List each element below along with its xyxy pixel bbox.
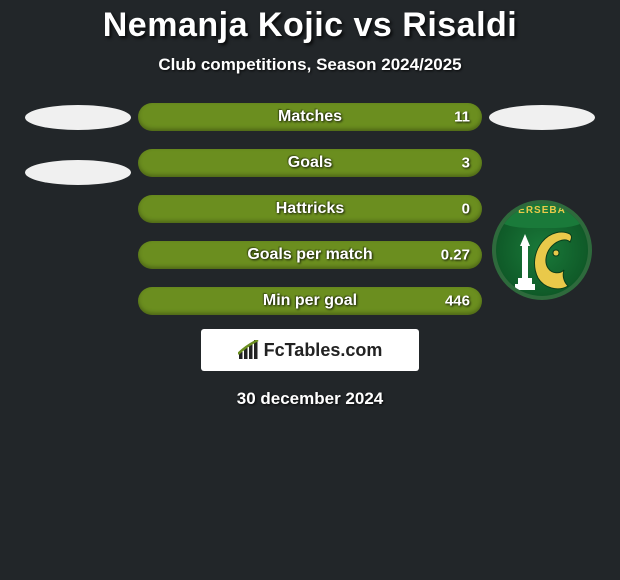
bar-label: Min per goal	[263, 292, 357, 310]
bar-label: Goals	[288, 154, 332, 172]
logo-text: FcTables.com	[264, 340, 383, 361]
bar-right-value: 0.27	[441, 247, 470, 264]
page-title: Nemanja Kojic vs Risaldi	[103, 6, 518, 45]
infographic-root: Nemanja Kojic vs Risaldi Club competitio…	[0, 0, 620, 409]
crest-ribbon-text: ERSEBA	[492, 202, 592, 228]
stats-area: Matches 11 Goals 3 Hattricks 0 Goals per…	[0, 103, 620, 315]
stat-bar: Matches 11	[138, 103, 482, 131]
bar-chart-icon	[238, 340, 260, 360]
right-team-column: ERSEBA	[482, 103, 602, 300]
bar-label: Hattricks	[276, 200, 344, 218]
stat-bar: Min per goal 446	[138, 287, 482, 315]
bar-label: Matches	[278, 108, 342, 126]
bar-right-value: 3	[462, 155, 470, 172]
player-photo-placeholder	[489, 105, 595, 130]
crest-fish-icon	[522, 226, 582, 296]
team-crest-placeholder	[25, 160, 131, 185]
team-crest-persebaya: ERSEBA	[492, 200, 592, 300]
bar-right-value: 446	[445, 293, 470, 310]
subtitle: Club competitions, Season 2024/2025	[158, 55, 461, 75]
stat-bar: Hattricks 0	[138, 195, 482, 223]
bar-right-value: 0	[462, 201, 470, 218]
stat-bar: Goals per match 0.27	[138, 241, 482, 269]
bar-label: Goals per match	[247, 246, 372, 264]
date-label: 30 december 2024	[237, 389, 384, 409]
stat-bars: Matches 11 Goals 3 Hattricks 0 Goals per…	[138, 103, 482, 315]
left-team-column	[18, 103, 138, 215]
bar-right-value: 11	[454, 109, 470, 126]
player-photo-placeholder	[25, 105, 131, 130]
stat-bar: Goals 3	[138, 149, 482, 177]
fctables-logo: FcTables.com	[201, 329, 419, 371]
